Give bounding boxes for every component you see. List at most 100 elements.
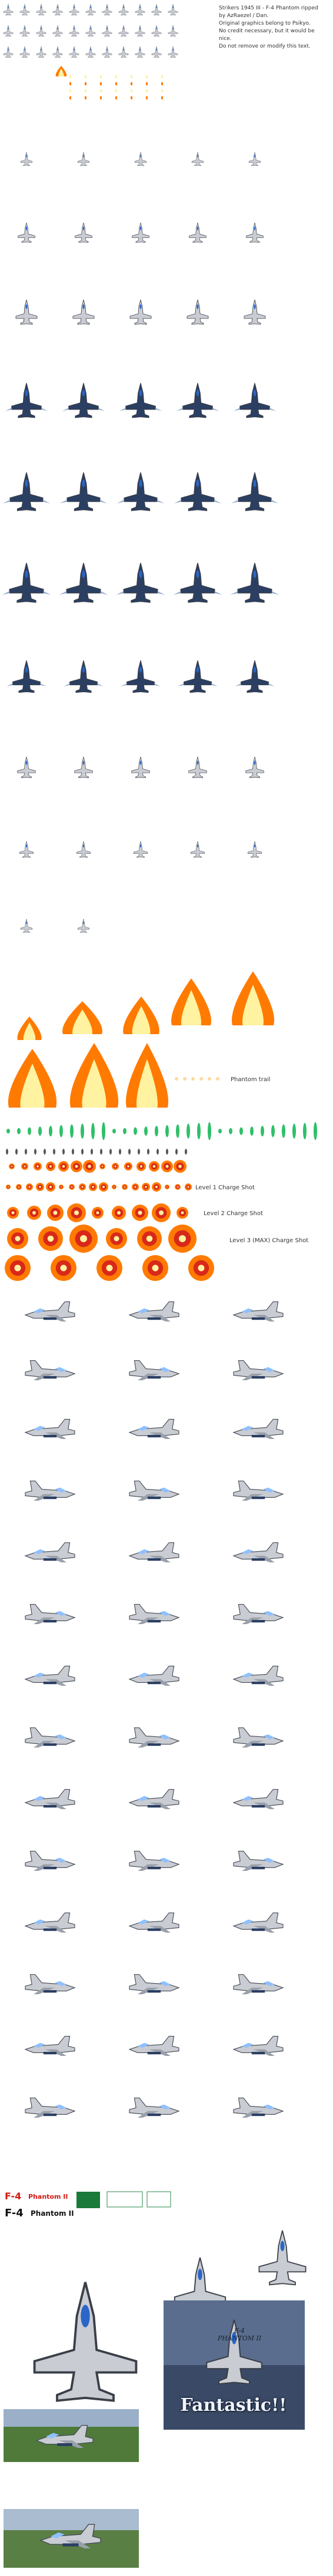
small-shot-sprite	[128, 1149, 131, 1155]
fighter-jet-sprite	[52, 25, 63, 37]
charge-shot-sprite	[67, 1203, 86, 1222]
charge-shot-sprite	[185, 1183, 192, 1190]
ground-photo-jet	[35, 2424, 94, 2448]
side-view-jet-sprite	[25, 1974, 76, 1994]
charge-shot-sprite	[71, 1160, 82, 1172]
charge-shot-sprite	[174, 1160, 187, 1173]
side-view-jet-sprite	[232, 1418, 284, 1439]
fighter-jet-sprite	[75, 222, 92, 243]
charge-level-1-label: Level 1 Charge Shot	[195, 1185, 255, 1191]
side-view-jet-sprite	[129, 2097, 180, 2118]
fighter-jet-sprite	[19, 841, 34, 858]
fire-trail-sprite	[126, 1043, 168, 1108]
logo-badge	[146, 2191, 171, 2208]
fighter-jet-sprite	[102, 4, 112, 16]
small-shot-sprite	[185, 1149, 187, 1155]
green-trail-sprite	[134, 1127, 137, 1135]
side-view-jet-sprite	[128, 2035, 179, 2056]
side-view-jet-sprite	[24, 1912, 75, 1933]
fighter-jet-sprite	[3, 25, 14, 37]
charge-shot-sprite	[112, 1206, 126, 1220]
fighter-jet-sprite	[20, 918, 33, 933]
side-view-jet-sprite	[232, 1542, 284, 1562]
charge-shot-sprite	[152, 1182, 161, 1192]
green-trail-sprite	[59, 1125, 63, 1138]
fighter-jet-sprite	[188, 756, 207, 779]
side-view-jet-sprite	[24, 1418, 75, 1439]
fighter-jet-sprite	[118, 46, 129, 58]
fire-trail-sprite	[123, 997, 159, 1034]
fighter-jet-sprite	[76, 841, 91, 858]
bullet-spark	[131, 89, 132, 92]
fighter-jet-sprite	[52, 46, 63, 58]
fighter-jet-sprite	[36, 46, 46, 58]
poster-name-line-1: F-4	[234, 2327, 245, 2334]
fighter-jet-sprite	[151, 46, 162, 58]
charge-shot-sprite	[112, 1185, 116, 1189]
trail-dot	[208, 1077, 211, 1081]
charge-shot-sprite	[99, 1182, 108, 1192]
side-view-jet-sprite	[232, 1789, 284, 1809]
small-shot-sprite	[15, 1149, 18, 1155]
fighter-jet-sprite	[102, 46, 112, 58]
fire-trail-sprite	[55, 66, 67, 76]
side-view-jet-sprite	[129, 1727, 180, 1747]
charge-shot-sprite	[38, 1226, 63, 1251]
side-view-jet-sprite	[128, 1418, 179, 1439]
side-view-jet-sprite	[128, 1301, 179, 1321]
bullet-spark	[69, 82, 71, 85]
fighter-jet-sprite	[19, 25, 30, 37]
green-trail-sprite	[282, 1124, 285, 1138]
green-trail-sprite	[314, 1122, 317, 1141]
side-view-jet-sprite	[128, 1789, 179, 1809]
small-shot-sprite	[119, 1149, 121, 1155]
side-view-jet-sprite	[129, 1974, 180, 1994]
fighter-jet-sprite	[3, 46, 14, 58]
charge-shot-sprite	[142, 1183, 150, 1191]
fighter-jet-sprite	[62, 383, 105, 418]
credit-block: Strikers 1945 III - F-4 Phantom ripped b…	[219, 5, 331, 51]
logo-f4-b: F-4	[5, 2207, 24, 2219]
fighter-jet-sprite	[36, 25, 46, 37]
trail-dot	[175, 1077, 178, 1081]
charge-shot-sprite	[26, 1183, 33, 1190]
fire-trail-sprite	[17, 1017, 42, 1040]
bullet-spark	[85, 89, 86, 92]
green-trail-sprite	[91, 1123, 95, 1139]
ground-photo-sky	[4, 2509, 139, 2530]
side-view-jet-sprite	[129, 1850, 180, 1871]
fighter-jet-sprite	[174, 472, 222, 511]
bullet-spark	[115, 96, 117, 99]
fighter-jet-sprite	[19, 4, 30, 16]
fighter-jet-sprite	[151, 25, 162, 37]
charge-shot-sprite	[34, 1162, 42, 1170]
fighter-jet-sprite	[85, 46, 96, 58]
charge-shot-sprite	[7, 1228, 28, 1249]
trail-dot	[199, 1077, 203, 1081]
bullet-spark	[161, 89, 163, 92]
bullet-spark	[69, 96, 71, 99]
fighter-jet-sprite	[173, 562, 222, 603]
charge-level-2-label: Level 2 Charge Shot	[204, 1210, 263, 1217]
bullet-spark	[161, 96, 163, 99]
side-view-jet-sprite	[24, 1665, 75, 1686]
charge-shot-sprite	[89, 1183, 97, 1191]
fighter-jet-sprite	[59, 562, 108, 603]
charge-shot-sprite	[6, 1185, 11, 1189]
fire-trail-sprite	[8, 1049, 57, 1108]
fighter-jet-sprite	[168, 4, 178, 16]
logo-badge	[76, 2192, 100, 2208]
bullet-spark	[146, 96, 148, 99]
side-view-jet-sprite	[25, 1360, 76, 1380]
side-view-jet-sprite	[129, 1360, 180, 1380]
charge-shot-sprite	[122, 1184, 128, 1190]
fighter-jet-sprite	[64, 660, 104, 693]
bullet-spark	[146, 89, 148, 92]
green-trail-sprite	[49, 1126, 52, 1136]
fighter-jet-sprite	[69, 25, 79, 37]
charge-shot-sprite	[132, 1205, 148, 1221]
bullet-spark	[146, 82, 148, 85]
charge-shot-sprite	[124, 1162, 132, 1170]
logo-phantom-b: Phantom II	[31, 2209, 74, 2218]
charge-shot-sprite	[9, 1163, 15, 1169]
